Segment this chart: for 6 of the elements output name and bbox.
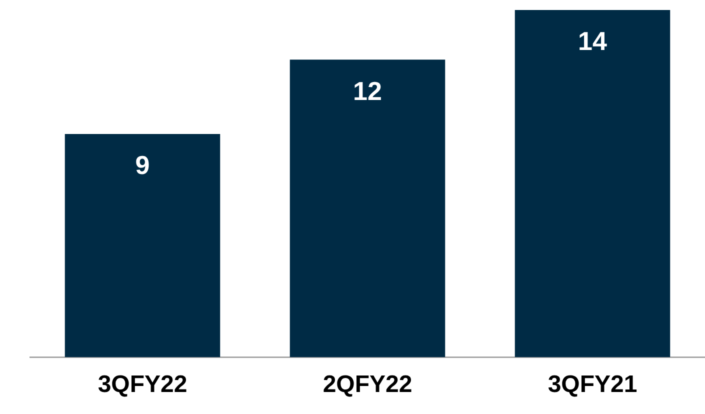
data-label: 14: [578, 26, 608, 56]
data-label: 12: [353, 76, 382, 106]
x-tick-label: 3QFY22: [98, 371, 188, 398]
x-tick-label: 3QFY21: [548, 371, 638, 398]
data-label: 9: [135, 150, 150, 180]
x-tick-label: 2QFY22: [322, 371, 412, 398]
